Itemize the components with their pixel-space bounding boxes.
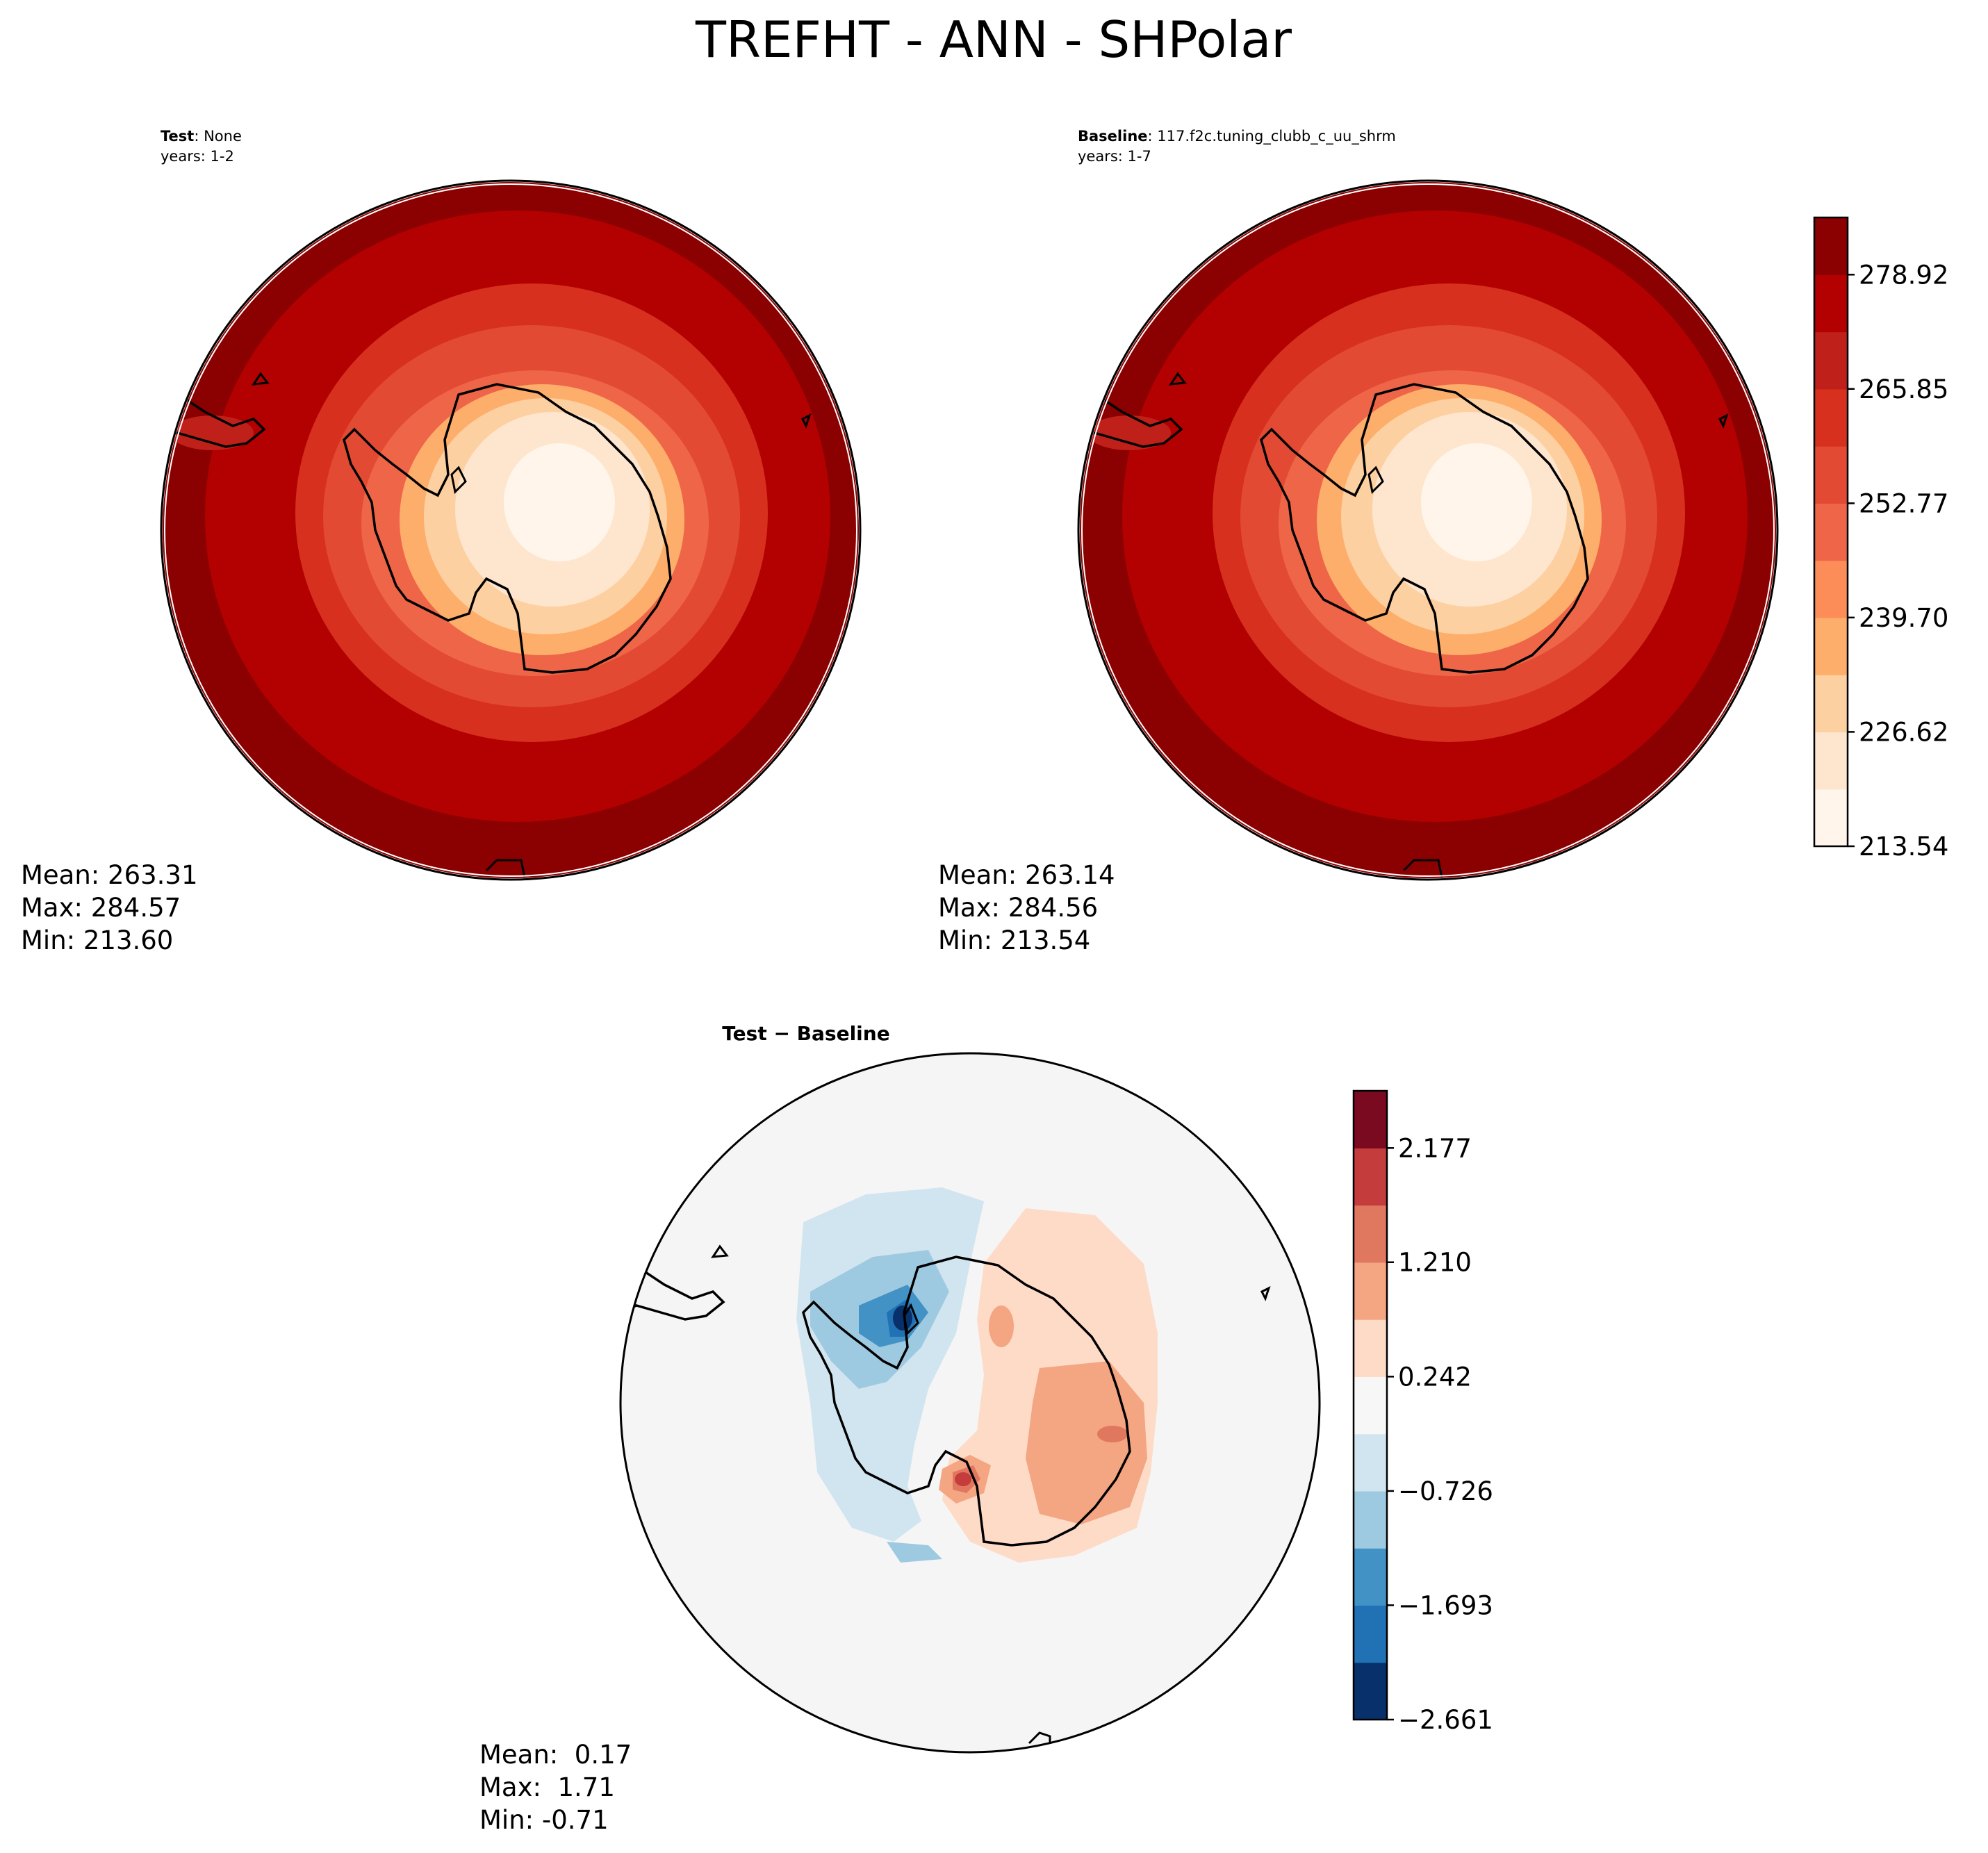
colorbar-main-level-6 <box>1814 446 1848 504</box>
colorbar-diff-level-10 <box>1354 1091 1387 1148</box>
diff-panel: Test − Baseline <box>479 1022 1321 1835</box>
baseline-map <box>1080 182 1776 878</box>
colorbar-main-level-0 <box>1814 789 1848 847</box>
colorbar-diff-level-1 <box>1354 1605 1387 1663</box>
colorbar-diff-level-7 <box>1354 1262 1387 1320</box>
colorbar-diff-level-9 <box>1354 1148 1387 1206</box>
colorbar-main-tick-label-0: 278.92 <box>1859 260 1948 290</box>
colorbar-main-level-8 <box>1814 331 1848 390</box>
colorbar-diff-level-8 <box>1354 1205 1387 1263</box>
colorbar-diff-level-3 <box>1354 1490 1387 1549</box>
colorbar-diff-tick-label-1: 1.210 <box>1398 1248 1472 1278</box>
diff-min: Min: -0.71 <box>479 1805 609 1835</box>
diff-mean: Mean: 0.17 <box>479 1740 632 1770</box>
baseline-label-bold: Baseline <box>1078 128 1148 145</box>
test-min: Min: 213.60 <box>21 925 173 955</box>
baseline-mean: Mean: 263.14 <box>938 860 1115 890</box>
colorbar-diff-level-6 <box>1354 1319 1387 1377</box>
colorbar-main-tick-label-1: 265.85 <box>1859 374 1948 404</box>
colorbar-diff-tick-label-4: −1.693 <box>1398 1590 1493 1620</box>
colorbar-main-level-2 <box>1814 675 1848 733</box>
colorbar-main-level-10 <box>1814 217 1848 275</box>
baseline-min: Min: 213.54 <box>938 925 1090 955</box>
test-max: Max: 284.57 <box>21 893 181 923</box>
colorbar-main-tick-label-2: 252.77 <box>1859 488 1948 518</box>
colorbar-main-level-9 <box>1814 274 1848 333</box>
baseline-panel: Baseline: 117.f2c.tuning_clubb_c_uu_shrm… <box>938 128 1779 955</box>
test-years: years: 1-2 <box>161 148 234 165</box>
colorbar-main-level-3 <box>1814 617 1848 675</box>
test-label-bold: Test <box>161 128 194 145</box>
baseline-max: Max: 284.56 <box>938 893 1098 923</box>
colorbar-main-tick-label-4: 226.62 <box>1859 717 1948 747</box>
colorbar-diff-frame <box>1352 1089 1388 1721</box>
figure-title: TREFHT - ANN - SHPolar <box>695 10 1292 69</box>
colorbar-diff-level-4 <box>1354 1433 1387 1492</box>
baseline-label: Baseline: 117.f2c.tuning_clubb_c_uu_shrm <box>1078 128 1396 145</box>
test-mean: Mean: 263.31 <box>21 860 198 890</box>
test-label-rest: : None <box>194 128 242 145</box>
colorbar-main-frame <box>1813 216 1849 848</box>
baseline-years: years: 1-7 <box>1078 148 1151 165</box>
diff-map <box>621 1053 1320 1752</box>
test-map <box>163 182 859 878</box>
colorbar-diff-tick-label-3: −0.726 <box>1398 1476 1493 1506</box>
colorbar-diff-tick-label-0: 2.177 <box>1398 1133 1472 1163</box>
colorbar-main-tick-label-5: 213.54 <box>1859 832 1948 862</box>
colorbar-diff-tick-label-2: 0.242 <box>1398 1362 1472 1392</box>
baseline-label-rest: : 117.f2c.tuning_clubb_c_uu_shrm <box>1148 128 1396 145</box>
test-label: Test: None <box>161 128 242 145</box>
diff-title: Test − Baseline <box>722 1022 889 1045</box>
diff-max: Max: 1.71 <box>479 1772 615 1802</box>
colorbar-main-level-1 <box>1814 732 1848 790</box>
test-panel: Test: None years: 1-2 <box>21 128 862 955</box>
colorbar-main-level-5 <box>1814 503 1848 561</box>
colorbar-main-level-4 <box>1814 560 1848 618</box>
colorbar-diff-tick-label-5: −2.661 <box>1398 1705 1493 1735</box>
colorbar-diff-level-5 <box>1354 1376 1387 1435</box>
colorbar-diff: 2.177 1.210 0.242 −0.726 −1.693 −2.661 <box>1352 1089 1493 1735</box>
colorbar-main-tick-label-3: 239.70 <box>1859 603 1948 633</box>
colorbar-main-level-7 <box>1814 388 1848 447</box>
colorbar-diff-level-2 <box>1354 1548 1387 1606</box>
colorbar-diff-level-0 <box>1354 1662 1387 1720</box>
colorbar-main: 278.92 265.85 252.77 239.70 226.62 213.54 <box>1813 216 1948 862</box>
